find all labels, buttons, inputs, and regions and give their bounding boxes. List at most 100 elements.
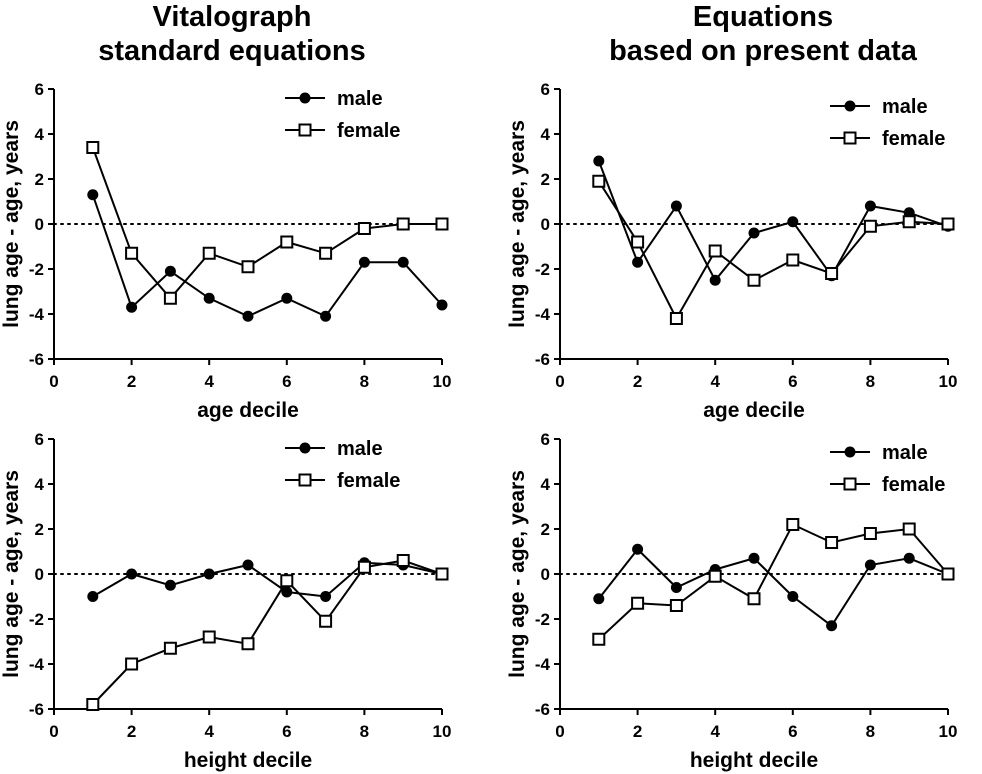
male-data-point (670, 200, 682, 212)
y-tick-label: -4 (535, 655, 551, 674)
male-data-point (87, 591, 99, 602)
female-data-point (825, 536, 839, 549)
male-series-line (91, 194, 443, 318)
x-tick-label: 4 (204, 372, 214, 391)
female-data-point (435, 567, 449, 581)
male-data-point (281, 292, 293, 304)
female-data-point (825, 267, 839, 280)
female-data-point (357, 560, 371, 574)
female-data-point (202, 630, 216, 644)
legend-marker-female (843, 131, 857, 145)
legend-marker-female (298, 123, 312, 137)
male-data-point (632, 256, 644, 268)
column-title-right: Equations based on present data (553, 0, 973, 68)
y-tick-label: -6 (535, 350, 550, 369)
column-title-left-line2: standard equations (98, 35, 366, 67)
legend-marker-male (844, 446, 856, 458)
male-data-point (709, 274, 721, 286)
female-data-point (631, 596, 645, 610)
x-tick-label: 6 (788, 722, 797, 741)
female-data-point (863, 219, 877, 233)
y-tick-label: -6 (535, 700, 550, 719)
female-data-point (319, 246, 333, 260)
legend-marker-female (298, 473, 312, 487)
female-data-point (902, 215, 916, 229)
y-tick-label: 0 (541, 215, 550, 234)
y-tick-label: 6 (35, 80, 44, 99)
x-tick-label: 8 (866, 372, 875, 391)
female-data-point (747, 273, 761, 287)
male-data-point (203, 568, 215, 580)
male-data-point (787, 591, 799, 602)
female-data-point (396, 217, 410, 231)
x-tick-label: 8 (360, 372, 369, 391)
male-series-line (92, 561, 443, 598)
x-tick-label: 2 (633, 372, 642, 391)
x-tick-label: 10 (939, 372, 958, 391)
female-data-point (708, 569, 722, 583)
female-data-point (86, 141, 100, 154)
x-tick-label: 10 (939, 722, 958, 741)
y-tick-label: -2 (29, 260, 44, 279)
female-series-line (92, 559, 443, 706)
x-tick-label: 2 (633, 722, 642, 741)
female-data-point (125, 246, 139, 260)
x-tick-label: 6 (282, 372, 291, 391)
x-tick-label: 8 (360, 722, 369, 741)
male-data-point (632, 543, 644, 555)
y-tick-label: 0 (35, 565, 44, 584)
x-tick-label: 10 (433, 372, 452, 391)
male-data-point (787, 216, 799, 228)
female-data-point (357, 222, 371, 235)
y-tick-label: -4 (29, 305, 45, 324)
female-data-point (786, 253, 800, 267)
female-data-point (941, 217, 955, 231)
legend-label-female: female (337, 120, 400, 142)
y-tick-label: -6 (29, 350, 44, 369)
chart-panel-4: -6 -4 -2 0 2 4 6 0 2 4 6 8 10 height decile lung age -… (506, 430, 957, 772)
x-tick-label: 0 (49, 372, 58, 391)
male-data-point (748, 227, 760, 239)
y-tick-label: -2 (535, 260, 550, 279)
female-data-point (202, 246, 216, 260)
x-tick-label: 4 (710, 372, 720, 391)
x-axis-title: age decile (197, 399, 299, 422)
legend-marker-female (843, 477, 857, 491)
legend-marker-male (299, 92, 311, 104)
female-series-line (91, 147, 442, 300)
female-data-point (863, 527, 877, 540)
chart-panel-1: -6 -4 -2 0 2 4 6 0 2 4 6 8 10 age decile lung age - ag… (0, 80, 451, 422)
y-tick-label: 0 (541, 565, 550, 584)
y-tick-label: -4 (29, 655, 45, 674)
female-data-point (319, 614, 333, 628)
male-data-point (748, 552, 760, 564)
legend-label-female: female (337, 470, 400, 492)
male-data-point (826, 620, 838, 632)
female-data-point (708, 244, 722, 258)
male-data-point (126, 568, 138, 580)
male-data-point (358, 256, 370, 268)
male-data-point (593, 593, 605, 605)
y-axis-title: lung age - age, years (506, 120, 529, 328)
male-data-point (593, 155, 605, 167)
x-tick-label: 4 (204, 722, 214, 741)
male-data-point (864, 559, 876, 571)
x-axis-title: age decile (703, 399, 805, 422)
male-data-point (164, 579, 176, 591)
male-data-point (864, 200, 876, 212)
chart-panel-3: -6 -4 -2 0 2 4 6 0 2 4 6 8 10 height decile lung age -… (0, 430, 451, 772)
legend-label-male: male (882, 96, 928, 118)
y-tick-label: 2 (541, 520, 550, 539)
legend-marker-male (844, 100, 856, 112)
legend-label-male: male (882, 442, 928, 464)
column-title-left-line1: Vitalograph (152, 1, 312, 33)
female-data-point (125, 657, 139, 671)
chart-panel-2: -6 -4 -2 0 2 4 6 0 2 4 6 8 10 age decile lung age - ag… (506, 80, 957, 422)
y-tick-label: 4 (541, 475, 551, 494)
female-data-point (86, 698, 100, 711)
male-data-point (397, 256, 409, 268)
x-tick-label: 0 (555, 372, 564, 391)
column-title-left: Vitalograph standard equations (22, 0, 442, 68)
x-axis-title: height decile (184, 749, 312, 772)
x-tick-label: 0 (49, 722, 58, 741)
